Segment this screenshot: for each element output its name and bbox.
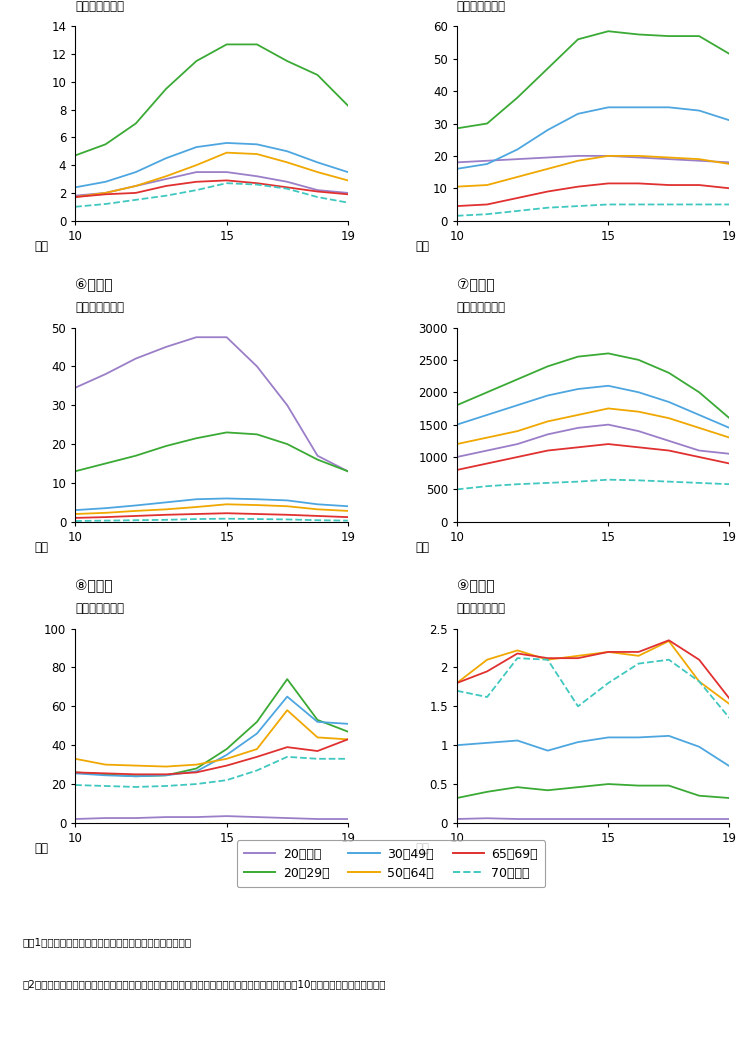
Text: 平成: 平成: [416, 541, 429, 554]
Text: 平成: 平成: [34, 541, 48, 554]
Text: ⑨　放火: ⑨ 放火: [456, 579, 495, 594]
Text: 平成: 平成: [416, 241, 429, 253]
Text: ⑥　恐嗝: ⑥ 恐嗝: [75, 279, 113, 292]
Text: ⑦　窃盗: ⑦ 窃盗: [456, 279, 495, 292]
Text: 注　1　警察庁の統計及び総務省統計局の人口資料による。: 注 1 警察庁の統計及び総務省統計局の人口資料による。: [23, 937, 192, 946]
Text: （被害発生率）: （被害発生率）: [75, 301, 124, 314]
Text: （被害発生率）: （被害発生率）: [75, 602, 124, 615]
Legend: 20歳未満, 20～29歳, 30～49歳, 50～64歳, 65～69歳, 70歳以上: 20歳未満, 20～29歳, 30～49歳, 50～64歳, 65～69歳, 7…: [237, 840, 545, 887]
Text: （被害発生率）: （被害発生率）: [456, 602, 506, 615]
Text: （被害発生率）: （被害発生率）: [456, 301, 506, 314]
Text: 平成: 平成: [34, 842, 48, 856]
Text: 2　「被害発生率」とは，当該年齢層が被害者となった一般刑法範の認知件数の，同年齢層人口10万人当たりの比率をいう。: 2 「被害発生率」とは，当該年齢層が被害者となった一般刑法範の認知件数の，同年齢…: [23, 979, 386, 989]
Text: 平成: 平成: [34, 241, 48, 253]
Text: 平成: 平成: [416, 842, 429, 856]
Text: （被害発生率）: （被害発生率）: [456, 0, 506, 13]
Text: （被害発生率）: （被害発生率）: [75, 0, 124, 13]
Text: ⑧　詐欺: ⑧ 詐欺: [75, 579, 113, 594]
